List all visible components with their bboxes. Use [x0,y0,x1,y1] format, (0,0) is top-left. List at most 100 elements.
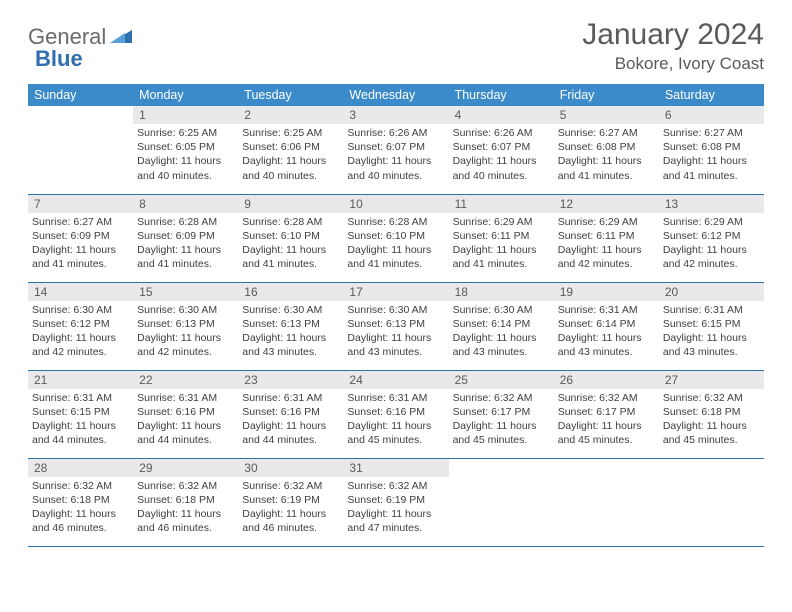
weekday-header: Saturday [659,84,764,106]
day-number: 8 [133,195,238,213]
weekday-header: Tuesday [238,84,343,106]
weekday-header: Friday [554,84,659,106]
calendar-cell: 17Sunrise: 6:30 AMSunset: 6:13 PMDayligh… [343,282,448,370]
location: Bokore, Ivory Coast [582,54,764,74]
calendar-cell: 1Sunrise: 6:25 AMSunset: 6:05 PMDaylight… [133,106,238,194]
day-details: Sunrise: 6:32 AMSunset: 6:17 PMDaylight:… [449,389,554,452]
calendar-row: .1Sunrise: 6:25 AMSunset: 6:05 PMDayligh… [28,106,764,194]
day-details: Sunrise: 6:29 AMSunset: 6:11 PMDaylight:… [554,213,659,276]
day-details: Sunrise: 6:32 AMSunset: 6:18 PMDaylight:… [659,389,764,452]
day-number: 17 [343,283,448,301]
calendar-cell: 25Sunrise: 6:32 AMSunset: 6:17 PMDayligh… [449,370,554,458]
day-number: 29 [133,459,238,477]
day-number: 25 [449,371,554,389]
day-number: 6 [659,106,764,124]
calendar-cell: 8Sunrise: 6:28 AMSunset: 6:09 PMDaylight… [133,194,238,282]
calendar-row: 28Sunrise: 6:32 AMSunset: 6:18 PMDayligh… [28,458,764,546]
day-details: Sunrise: 6:27 AMSunset: 6:08 PMDaylight:… [554,124,659,187]
day-number: 22 [133,371,238,389]
day-number: 5 [554,106,659,124]
calendar-cell: 21Sunrise: 6:31 AMSunset: 6:15 PMDayligh… [28,370,133,458]
day-details: Sunrise: 6:30 AMSunset: 6:13 PMDaylight:… [133,301,238,364]
calendar-cell: 29Sunrise: 6:32 AMSunset: 6:18 PMDayligh… [133,458,238,546]
calendar-cell: 15Sunrise: 6:30 AMSunset: 6:13 PMDayligh… [133,282,238,370]
day-details: Sunrise: 6:31 AMSunset: 6:15 PMDaylight:… [659,301,764,364]
day-details: Sunrise: 6:31 AMSunset: 6:14 PMDaylight:… [554,301,659,364]
calendar-table: SundayMondayTuesdayWednesdayThursdayFrid… [28,84,764,547]
day-number: 28 [28,459,133,477]
calendar-cell: 3Sunrise: 6:26 AMSunset: 6:07 PMDaylight… [343,106,448,194]
month-title: January 2024 [582,18,764,52]
day-details: Sunrise: 6:28 AMSunset: 6:10 PMDaylight:… [343,213,448,276]
day-details: Sunrise: 6:25 AMSunset: 6:06 PMDaylight:… [238,124,343,187]
day-number: 16 [238,283,343,301]
day-details: Sunrise: 6:29 AMSunset: 6:12 PMDaylight:… [659,213,764,276]
day-number: 10 [343,195,448,213]
calendar-cell: 14Sunrise: 6:30 AMSunset: 6:12 PMDayligh… [28,282,133,370]
weekday-row: SundayMondayTuesdayWednesdayThursdayFrid… [28,84,764,106]
weekday-header: Wednesday [343,84,448,106]
calendar-cell: 31Sunrise: 6:32 AMSunset: 6:19 PMDayligh… [343,458,448,546]
day-details: Sunrise: 6:26 AMSunset: 6:07 PMDaylight:… [343,124,448,187]
day-number: 4 [449,106,554,124]
calendar-cell: 11Sunrise: 6:29 AMSunset: 6:11 PMDayligh… [449,194,554,282]
calendar-cell: 4Sunrise: 6:26 AMSunset: 6:07 PMDaylight… [449,106,554,194]
calendar-cell: 30Sunrise: 6:32 AMSunset: 6:19 PMDayligh… [238,458,343,546]
day-details: Sunrise: 6:30 AMSunset: 6:12 PMDaylight:… [28,301,133,364]
day-details: Sunrise: 6:28 AMSunset: 6:10 PMDaylight:… [238,213,343,276]
logo-text-blue-wrap: Blue [35,46,83,72]
weekday-header: Monday [133,84,238,106]
day-number: 20 [659,283,764,301]
day-number: 3 [343,106,448,124]
day-number: 12 [554,195,659,213]
calendar-cell [554,458,659,546]
calendar-cell: 23Sunrise: 6:31 AMSunset: 6:16 PMDayligh… [238,370,343,458]
day-number: 24 [343,371,448,389]
day-details: Sunrise: 6:30 AMSunset: 6:13 PMDaylight:… [238,301,343,364]
day-number: 21 [28,371,133,389]
day-number: 15 [133,283,238,301]
day-number: 14 [28,283,133,301]
day-number: 2 [238,106,343,124]
calendar-cell: . [28,106,133,194]
calendar-cell: 13Sunrise: 6:29 AMSunset: 6:12 PMDayligh… [659,194,764,282]
day-details: Sunrise: 6:31 AMSunset: 6:16 PMDaylight:… [133,389,238,452]
day-number: 23 [238,371,343,389]
calendar-cell: 26Sunrise: 6:32 AMSunset: 6:17 PMDayligh… [554,370,659,458]
calendar-cell: 6Sunrise: 6:27 AMSunset: 6:08 PMDaylight… [659,106,764,194]
day-details: Sunrise: 6:31 AMSunset: 6:16 PMDaylight:… [343,389,448,452]
day-details: Sunrise: 6:30 AMSunset: 6:14 PMDaylight:… [449,301,554,364]
calendar-cell [449,458,554,546]
day-number: 9 [238,195,343,213]
calendar-cell [659,458,764,546]
day-details: Sunrise: 6:25 AMSunset: 6:05 PMDaylight:… [133,124,238,187]
weekday-header: Thursday [449,84,554,106]
day-number: 31 [343,459,448,477]
day-details: Sunrise: 6:32 AMSunset: 6:17 PMDaylight:… [554,389,659,452]
day-number: 30 [238,459,343,477]
calendar-body: .1Sunrise: 6:25 AMSunset: 6:05 PMDayligh… [28,106,764,546]
logo-text-blue: Blue [35,46,83,71]
day-number: 19 [554,283,659,301]
day-details: Sunrise: 6:32 AMSunset: 6:19 PMDaylight:… [343,477,448,540]
day-details: Sunrise: 6:32 AMSunset: 6:19 PMDaylight:… [238,477,343,540]
calendar-row: 21Sunrise: 6:31 AMSunset: 6:15 PMDayligh… [28,370,764,458]
calendar-row: 7Sunrise: 6:27 AMSunset: 6:09 PMDaylight… [28,194,764,282]
calendar-cell: 9Sunrise: 6:28 AMSunset: 6:10 PMDaylight… [238,194,343,282]
calendar-cell: 20Sunrise: 6:31 AMSunset: 6:15 PMDayligh… [659,282,764,370]
day-number: 7 [28,195,133,213]
day-number: 26 [554,371,659,389]
day-details: Sunrise: 6:32 AMSunset: 6:18 PMDaylight:… [28,477,133,540]
day-details: Sunrise: 6:31 AMSunset: 6:15 PMDaylight:… [28,389,133,452]
calendar-cell: 5Sunrise: 6:27 AMSunset: 6:08 PMDaylight… [554,106,659,194]
day-details: Sunrise: 6:28 AMSunset: 6:09 PMDaylight:… [133,213,238,276]
day-details: Sunrise: 6:31 AMSunset: 6:16 PMDaylight:… [238,389,343,452]
calendar-cell: 28Sunrise: 6:32 AMSunset: 6:18 PMDayligh… [28,458,133,546]
calendar-row: 14Sunrise: 6:30 AMSunset: 6:12 PMDayligh… [28,282,764,370]
day-details: Sunrise: 6:29 AMSunset: 6:11 PMDaylight:… [449,213,554,276]
calendar-cell: 24Sunrise: 6:31 AMSunset: 6:16 PMDayligh… [343,370,448,458]
calendar-cell: 27Sunrise: 6:32 AMSunset: 6:18 PMDayligh… [659,370,764,458]
calendar-cell: 12Sunrise: 6:29 AMSunset: 6:11 PMDayligh… [554,194,659,282]
day-number: 18 [449,283,554,301]
calendar-cell: 19Sunrise: 6:31 AMSunset: 6:14 PMDayligh… [554,282,659,370]
